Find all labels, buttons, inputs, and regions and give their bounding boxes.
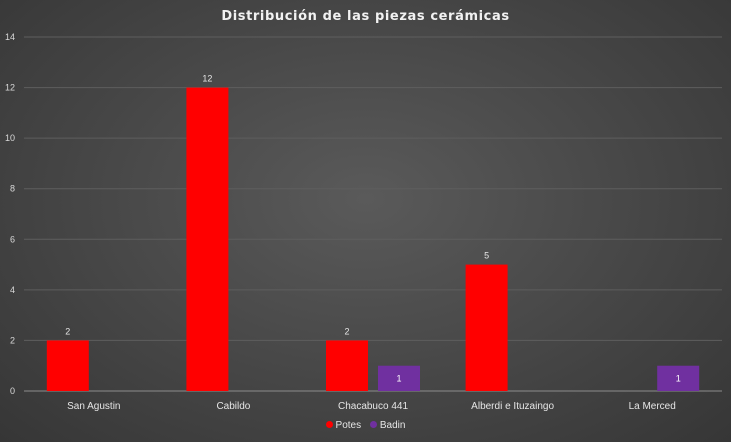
x-category-label-3: Alberdi e Ituzaingo xyxy=(471,401,554,412)
data-label-potes-0: 2 xyxy=(65,326,70,336)
legend-label-potes: Potes xyxy=(335,420,362,431)
y-tick-label-4: 4 xyxy=(10,285,15,295)
y-tick-label-10: 10 xyxy=(5,133,15,143)
bar-potes-3 xyxy=(465,264,508,391)
bar-badin-4 xyxy=(657,365,700,391)
data-label-badin-4: 1 xyxy=(676,373,681,383)
bar-potes-0 xyxy=(46,340,89,391)
y-tick-label-6: 6 xyxy=(10,234,15,244)
chart-title: Distribución de las piezas cerámicas xyxy=(221,9,510,24)
legend-swatch-potes xyxy=(325,420,333,428)
y-tick-label-2: 2 xyxy=(10,335,15,345)
data-label-potes-2: 2 xyxy=(344,326,349,336)
x-category-label-4: La Merced xyxy=(629,401,676,412)
y-tick-label-14: 14 xyxy=(5,32,15,42)
x-category-label-0: San Agustin xyxy=(67,401,120,412)
data-label-potes-1: 12 xyxy=(202,74,212,84)
x-category-label-2: Chacabuco 441 xyxy=(338,401,408,412)
y-tick-label-12: 12 xyxy=(5,83,15,93)
bar-badin-2 xyxy=(378,365,420,391)
legend-label-badin: Badin xyxy=(379,420,406,431)
legend-item-badin: Badin xyxy=(369,420,406,431)
data-label-badin-2: 1 xyxy=(396,373,401,383)
y-tick-label-0: 0 xyxy=(10,386,15,396)
bar-potes-2 xyxy=(326,340,368,391)
x-category-label-1: Cabildo xyxy=(216,401,250,412)
legend-item-potes: Potes xyxy=(325,420,362,431)
data-label-potes-3: 5 xyxy=(484,251,489,261)
y-tick-label-8: 8 xyxy=(10,184,15,194)
legend-swatch-badin xyxy=(369,420,377,428)
legend: Potes Badin xyxy=(0,420,731,431)
bar-potes-1 xyxy=(186,87,229,392)
